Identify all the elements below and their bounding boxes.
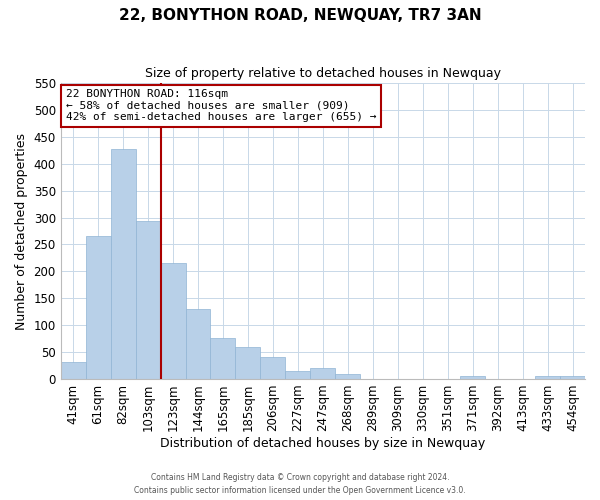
Bar bbox=[235, 347, 260, 379]
Bar bbox=[110, 148, 136, 379]
Text: 22, BONYTHON ROAD, NEWQUAY, TR7 3AN: 22, BONYTHON ROAD, NEWQUAY, TR7 3AN bbox=[119, 8, 481, 22]
Bar bbox=[185, 309, 211, 379]
Bar bbox=[211, 338, 235, 379]
Y-axis label: Number of detached properties: Number of detached properties bbox=[15, 132, 28, 330]
Bar bbox=[136, 222, 161, 379]
Bar bbox=[61, 362, 86, 379]
Bar bbox=[310, 368, 335, 379]
Title: Size of property relative to detached houses in Newquay: Size of property relative to detached ho… bbox=[145, 68, 501, 80]
Bar bbox=[86, 236, 110, 379]
Bar bbox=[535, 376, 560, 379]
Bar bbox=[460, 376, 485, 379]
Bar bbox=[260, 358, 286, 379]
Text: Contains HM Land Registry data © Crown copyright and database right 2024.
Contai: Contains HM Land Registry data © Crown c… bbox=[134, 474, 466, 495]
Bar bbox=[286, 371, 310, 379]
X-axis label: Distribution of detached houses by size in Newquay: Distribution of detached houses by size … bbox=[160, 437, 485, 450]
Bar bbox=[335, 374, 360, 379]
Bar bbox=[560, 376, 585, 379]
Bar bbox=[161, 264, 185, 379]
Text: 22 BONYTHON ROAD: 116sqm
← 58% of detached houses are smaller (909)
42% of semi-: 22 BONYTHON ROAD: 116sqm ← 58% of detach… bbox=[66, 89, 376, 122]
